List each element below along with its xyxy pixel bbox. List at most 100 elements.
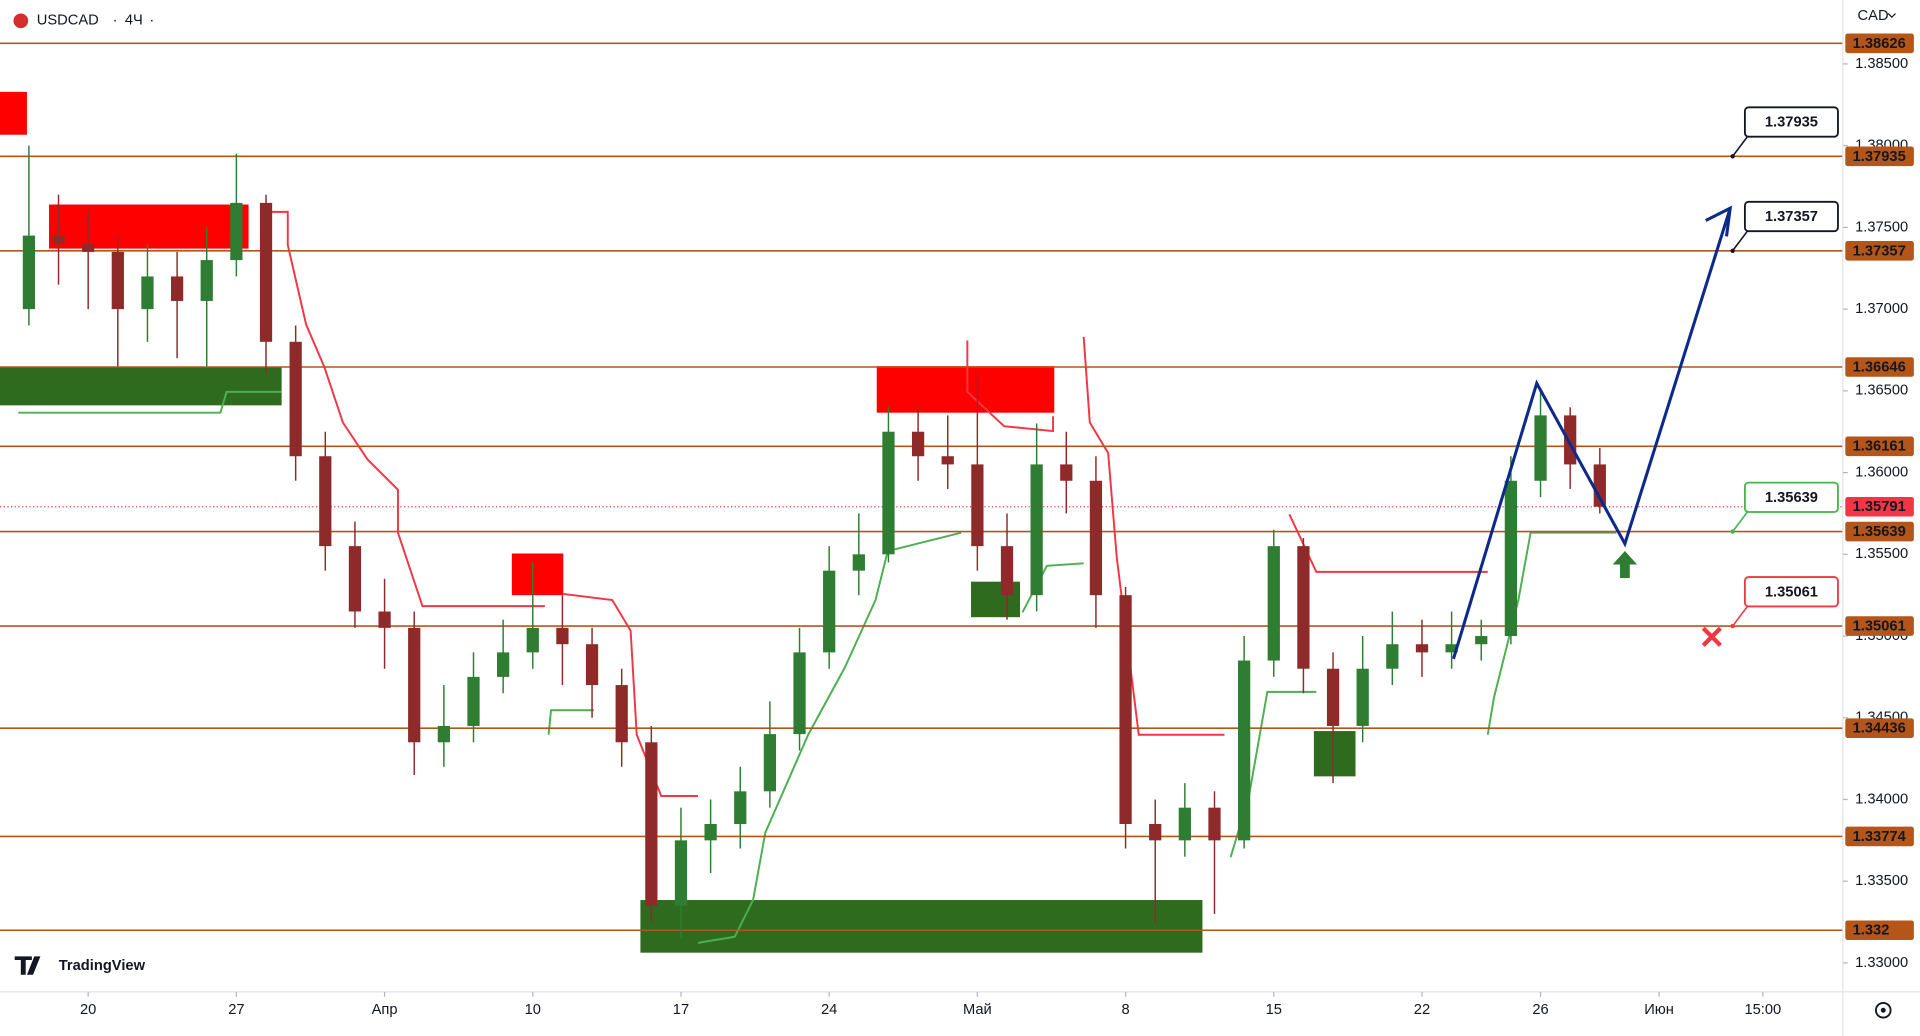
- level-label-box: [1845, 920, 1914, 941]
- candle-body: [556, 627, 569, 645]
- x-tick-label: 15:00: [1744, 1002, 1781, 1018]
- candle-body: [348, 546, 362, 612]
- level-label: 1.38626: [1853, 36, 1906, 52]
- candle-body: [704, 824, 717, 841]
- candle-body: [1475, 636, 1488, 645]
- callout-anchor: [1730, 248, 1735, 253]
- callout-anchor: [1730, 154, 1735, 159]
- y-tick-label: 1.37500: [1855, 219, 1908, 235]
- trend-up-line: [18, 390, 282, 414]
- interval[interactable]: 4Ч: [125, 13, 143, 29]
- callout-label: 1.37357: [1765, 209, 1818, 225]
- candle-body: [1149, 824, 1162, 841]
- trend-down-line: [966, 340, 1055, 433]
- candle-body: [823, 570, 836, 653]
- supply-zone: [0, 91, 27, 135]
- candle-body: [1326, 668, 1340, 726]
- candles: [22, 145, 1606, 939]
- candle-body: [289, 341, 302, 457]
- candle-body: [852, 554, 865, 571]
- candle-body: [1297, 546, 1310, 669]
- level-label-box: [1845, 357, 1914, 377]
- candle-body: [1089, 480, 1103, 596]
- settings-icon[interactable]: [1875, 1001, 1892, 1019]
- candle-body: [82, 243, 95, 252]
- callout-leader: [1732, 511, 1748, 533]
- demand-zone: [1313, 731, 1356, 777]
- candle-body: [259, 202, 273, 342]
- projection-path: [1452, 207, 1732, 660]
- trend-up-line: [547, 709, 594, 735]
- y-tick-label: 1.33500: [1855, 873, 1908, 889]
- callout-label: 1.37935: [1765, 115, 1818, 131]
- trend-down-line: [1082, 336, 1225, 736]
- separator: ·: [113, 13, 118, 29]
- candle-body: [971, 464, 984, 547]
- y-tick-label: 1.38500: [1855, 56, 1908, 72]
- trend-down-line: [263, 210, 545, 608]
- candle-body: [1178, 807, 1191, 841]
- callout-label: 1.35639: [1765, 490, 1818, 506]
- x-tick-label: 8: [1121, 1002, 1129, 1018]
- level-label-box: [1845, 240, 1914, 261]
- level-label: 1.33774: [1853, 829, 1907, 845]
- level-label-box: [1845, 521, 1914, 542]
- callout-box: [1743, 481, 1839, 513]
- currency-caret: [1887, 13, 1896, 19]
- callout-box: [1743, 200, 1839, 233]
- supply-zone: [511, 553, 564, 596]
- supply-zone: [876, 366, 1055, 413]
- trend-up-line: [697, 531, 962, 944]
- candle-body: [1534, 415, 1547, 481]
- zones: [0, 91, 1356, 953]
- level-label-box: [1845, 146, 1914, 167]
- y-tick-label: 1.37000: [1855, 301, 1908, 317]
- level-label: 1.35639: [1853, 524, 1906, 540]
- candle-body: [1564, 415, 1577, 465]
- level-label: 1.35061: [1853, 619, 1906, 635]
- y-tick-label: 1.33000: [1855, 955, 1908, 971]
- candle-body: [437, 725, 450, 743]
- candle-body: [1208, 807, 1221, 841]
- callout-leader: [1732, 230, 1748, 252]
- x-tick-label: Май: [963, 1002, 992, 1018]
- callout-anchor: [1730, 529, 1735, 534]
- x-tick-label: Апр: [372, 1002, 398, 1018]
- callout-box: [1743, 576, 1839, 608]
- level-label-box: [1845, 33, 1914, 54]
- candle-body: [1415, 644, 1429, 653]
- callout-leader: [1732, 605, 1748, 627]
- x-tick-label: 22: [1414, 1002, 1430, 1018]
- level-label: 1.37357: [1853, 243, 1906, 259]
- trend-up-line: [1021, 562, 1084, 613]
- candle-body: [793, 652, 806, 735]
- callouts: 1.37935 1.37357 1.35639 1.35061: [1730, 106, 1839, 629]
- currency[interactable]: CAD: [1858, 8, 1889, 24]
- candle-body: [52, 235, 65, 244]
- x-tick-label: 24: [821, 1002, 837, 1018]
- candle-body: [319, 456, 332, 547]
- candle-body: [1119, 595, 1132, 825]
- candle-body: [585, 644, 599, 686]
- candle-body: [882, 431, 895, 555]
- candle-body: [230, 202, 243, 261]
- candle-body: [941, 456, 954, 465]
- candle-body: [1060, 464, 1073, 481]
- trend-down-line: [563, 592, 698, 797]
- candle-body: [1593, 464, 1606, 507]
- stop-mark: [1701, 626, 1722, 647]
- candle-body: [497, 652, 510, 677]
- candle-body: [1356, 668, 1369, 726]
- callout-leader: [1732, 136, 1748, 157]
- candle-body: [467, 676, 480, 726]
- separator: ·: [149, 13, 154, 29]
- brand-logo: [14, 956, 41, 975]
- level-label: 1.36646: [1853, 359, 1906, 375]
- candle-body: [1238, 660, 1251, 841]
- candle-body: [1030, 464, 1043, 596]
- candle-body: [615, 685, 628, 743]
- last-price-label: 1.35791: [1853, 499, 1906, 515]
- y-tick-label: 1.36000: [1855, 464, 1908, 480]
- projection-arrowhead: [1705, 205, 1733, 237]
- level-label-box: [1845, 436, 1914, 457]
